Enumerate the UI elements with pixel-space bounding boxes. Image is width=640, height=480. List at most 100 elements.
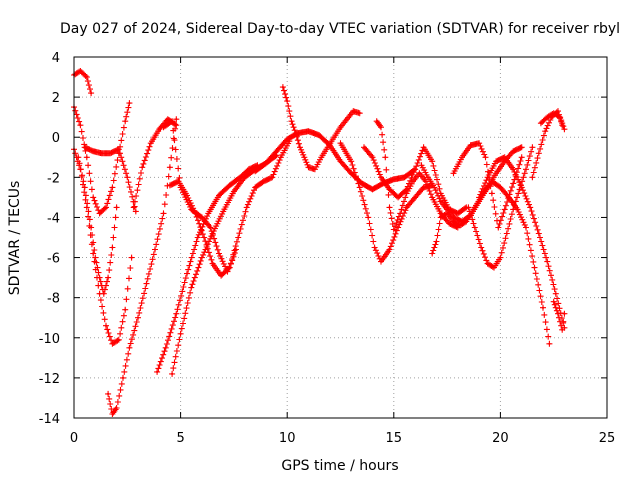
x-tick-label: 10	[279, 431, 296, 446]
data-point	[467, 206, 470, 209]
data-point	[379, 260, 383, 263]
data-point	[307, 166, 310, 169]
data-point	[524, 168, 528, 171]
data-point	[512, 182, 515, 185]
data-point	[448, 222, 451, 225]
y-tick-label: -2	[47, 171, 60, 186]
data-point	[520, 156, 523, 159]
data-point	[505, 232, 508, 235]
data-point	[452, 220, 455, 223]
data-point	[226, 270, 229, 273]
data-point	[128, 102, 131, 105]
data-point	[168, 166, 171, 169]
data-point	[414, 168, 417, 171]
series-arc-22	[476, 154, 568, 331]
data-point	[303, 156, 306, 159]
data-point	[424, 180, 427, 183]
data-point	[544, 130, 547, 133]
series-arc-3	[71, 68, 95, 97]
data-point	[228, 266, 231, 269]
y-tick-label: -8	[47, 292, 60, 307]
data-point	[109, 152, 112, 155]
y-tick-label: -4	[47, 211, 60, 226]
data-point	[503, 156, 506, 159]
series-arc-25	[550, 298, 568, 333]
data-point	[254, 170, 257, 173]
data-point	[486, 176, 489, 179]
data-point	[537, 152, 540, 155]
data-point-marks	[154, 162, 261, 375]
data-point	[490, 180, 493, 183]
data-point	[499, 256, 502, 259]
data-point	[175, 124, 178, 127]
data-point-marks	[71, 146, 135, 347]
data-point	[548, 342, 551, 345]
data-point	[375, 120, 378, 123]
data-point	[217, 194, 221, 197]
data-point	[484, 156, 487, 159]
data-point	[379, 126, 383, 129]
y-tick-label: -12	[39, 372, 60, 387]
data-point	[190, 286, 193, 289]
x-tick-label: 15	[386, 431, 403, 446]
data-point	[92, 150, 95, 153]
data-point	[239, 176, 242, 179]
data-point	[168, 184, 171, 187]
data-point	[352, 110, 355, 113]
data-point	[145, 282, 148, 285]
data-point	[156, 370, 159, 373]
series-arc-5	[81, 144, 139, 215]
data-point	[362, 146, 366, 149]
data-point	[478, 142, 481, 145]
series-arc-2	[71, 100, 133, 217]
series-arc-11	[160, 118, 231, 275]
data-point	[435, 240, 438, 243]
data-point	[456, 212, 459, 215]
data-point	[384, 156, 387, 159]
data-point-marks	[71, 100, 133, 217]
data-point	[561, 328, 564, 331]
series-arc-20	[465, 144, 536, 271]
data-point	[350, 160, 353, 163]
data-point	[512, 208, 515, 211]
data-point	[92, 196, 95, 199]
data-point	[158, 128, 161, 131]
data-point	[371, 156, 374, 159]
data-point	[83, 146, 86, 149]
data-point	[478, 196, 481, 199]
data-point	[328, 144, 331, 147]
data-point	[85, 76, 88, 79]
data-point	[563, 326, 566, 329]
series-arc-19	[429, 178, 553, 347]
data-point	[554, 292, 557, 295]
data-point	[102, 292, 105, 295]
data-point	[228, 184, 231, 187]
data-point	[179, 186, 182, 189]
data-point	[388, 206, 391, 209]
data-point	[90, 226, 93, 229]
data-point	[175, 118, 178, 121]
series-arc-21	[450, 140, 525, 231]
series-arc-12	[226, 138, 293, 271]
data-point	[458, 224, 461, 227]
data-point	[371, 188, 374, 191]
y-tick-label: -10	[39, 332, 60, 347]
data-point	[482, 192, 485, 195]
x-tick-label: 5	[176, 431, 184, 446]
data-point	[313, 168, 316, 171]
data-point	[162, 212, 165, 215]
data-point	[290, 120, 293, 123]
data-point	[405, 206, 408, 209]
data-point	[185, 272, 189, 275]
data-point	[220, 274, 223, 277]
x-tick-label: 20	[492, 431, 509, 446]
data-point	[264, 162, 267, 165]
data-point	[392, 178, 395, 181]
data-point	[307, 130, 310, 133]
data-point-marks	[226, 138, 293, 271]
grid-lines	[74, 57, 607, 418]
data-point	[85, 156, 88, 159]
data-point	[243, 176, 246, 179]
data-point	[203, 236, 206, 239]
data-point	[79, 69, 82, 73]
